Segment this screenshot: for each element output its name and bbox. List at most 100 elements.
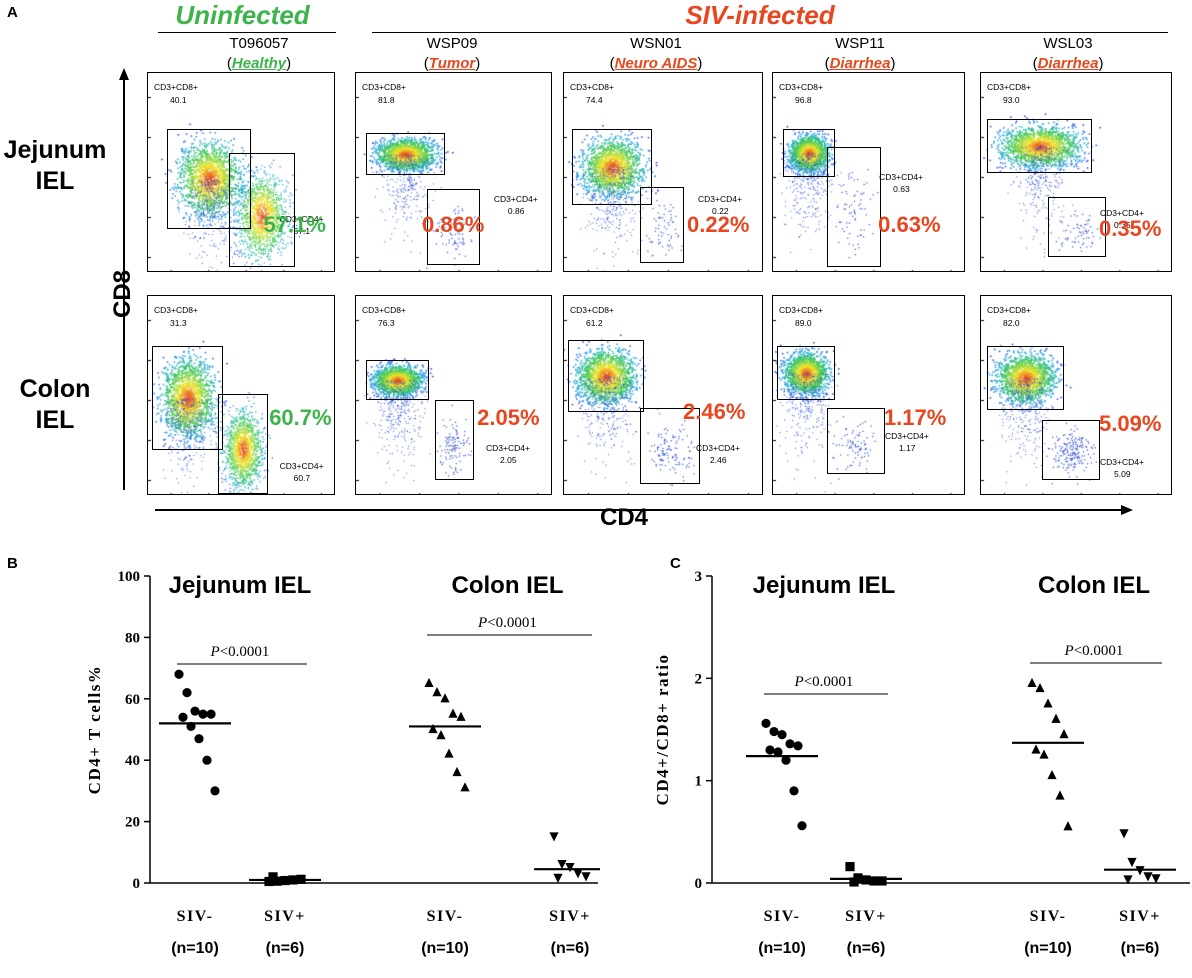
- data-point-circle: [789, 786, 799, 796]
- x-category-label: SIV+: [549, 908, 591, 925]
- data-point-triangle-up: [436, 730, 446, 740]
- cd4-axis-arrowhead: [1121, 505, 1133, 515]
- x-category-label: SIV+: [845, 908, 887, 925]
- panel-letter-a: A: [7, 4, 18, 21]
- data-point-triangle-up: [1035, 682, 1045, 693]
- cd8-gate-value: 40.1: [170, 95, 187, 105]
- data-point-square: [264, 876, 274, 887]
- pvalue-symbol: P: [794, 674, 804, 690]
- cd8-gate: [166, 129, 252, 229]
- cd4-gate-label: CD3+CD4+: [879, 172, 924, 182]
- column-header-4: WSL03 (Diarrhea): [983, 34, 1153, 74]
- flow-density-canvas: [773, 73, 964, 271]
- cd8-axis-arrowhead: [119, 68, 129, 80]
- cd8-gate: [568, 340, 644, 412]
- cd8-gate-label: CD3+CD8+: [154, 82, 198, 92]
- cd4-percent-highlight: 0.35%: [1099, 216, 1162, 241]
- cd4-percent-highlight: 5.09%: [1099, 411, 1162, 436]
- data-point-triangle-down: [573, 869, 583, 879]
- column-header-3: WSP11 (Diarrhea): [775, 34, 945, 74]
- condition-label: Healthy: [231, 55, 287, 72]
- infected-divider: [372, 32, 1168, 33]
- data-point-triangle-down: [581, 872, 591, 882]
- cd8-gate: [151, 346, 224, 450]
- cd4-gate-value: 60.7: [293, 473, 311, 483]
- flow-plot-r0-c1: CD3+CD8+ 81.8 CD3+CD4+ 0.86: [355, 72, 552, 272]
- group-title: Colon IEL: [452, 572, 564, 599]
- group-infected-heading: SIV-infected: [685, 0, 835, 30]
- cd4-gate-label: CD3+CD4+: [696, 443, 740, 453]
- flow-plot-r0-c0: CD3+CD8+ 40.1 CD3+CD4+ 57.1: [147, 72, 335, 272]
- cd8-gate-label: CD3+CD8+: [362, 305, 406, 315]
- cd8-gate-value: 93.0: [1003, 95, 1020, 105]
- data-point-triangle-down: [1143, 872, 1153, 882]
- cd8-gate-label: CD3+CD8+: [570, 305, 614, 315]
- data-point-circle: [178, 712, 188, 722]
- pvalue-number: <0.0001: [220, 644, 270, 660]
- data-point-triangle-up: [444, 748, 454, 758]
- flow-plot-r1-c3: CD3+CD8+ 89.0 CD3+CD4+ 1.17: [772, 295, 965, 495]
- flow-density-canvas: [773, 296, 964, 494]
- pvalue-label: P<0.0001: [1064, 643, 1124, 659]
- data-point-circle: [198, 709, 208, 719]
- flow-density-canvas: [148, 73, 334, 271]
- uninfected-divider: [158, 32, 336, 33]
- animal-id-4: WSL03: [1043, 35, 1093, 52]
- data-point-triangle-up: [456, 711, 466, 721]
- cd4-gate: [827, 408, 885, 474]
- cd8-gate-label: CD3+CD8+: [570, 82, 614, 92]
- cd4-gate: [640, 408, 700, 484]
- cd8-gate-value: 89.0: [795, 318, 812, 328]
- data-point-triangle-up: [448, 708, 458, 718]
- animal-condition-1: (Tumor): [423, 55, 481, 72]
- cd4-gate-label: CD3+CD4+: [1100, 457, 1144, 467]
- flow-plot-r0-c2: CD3+CD8+ 74.4 CD3+CD4+ 0.22: [563, 72, 763, 272]
- data-point-triangle-down: [1127, 857, 1137, 868]
- cd4-gate-label: CD3+CD4+: [884, 431, 929, 441]
- y-tick-label: 80: [125, 630, 140, 646]
- data-point-triangle-down: [557, 859, 567, 870]
- data-point-circle: [773, 747, 783, 757]
- flow-density-canvas: [356, 73, 551, 271]
- cd4-percent-highlight: 0.63%: [878, 212, 941, 237]
- pvalue-label: P<0.0001: [477, 615, 537, 631]
- animal-condition-4: (Diarrhea): [1032, 55, 1104, 72]
- data-point-square: [296, 874, 306, 884]
- data-point-triangle-down: [549, 832, 559, 842]
- data-point-triangle-down: [565, 863, 575, 873]
- cd8-gate-label: CD3+CD8+: [779, 305, 823, 315]
- n-label: (n=10): [171, 940, 219, 957]
- data-point-square: [845, 862, 855, 872]
- data-point-triangle-down: [1151, 874, 1161, 884]
- data-point-circle: [174, 669, 184, 679]
- data-point-circle: [190, 706, 200, 716]
- y-tick-label: 60: [125, 692, 140, 708]
- pvalue-number: <0.0001: [804, 674, 854, 690]
- condition-label: Diarrhea: [829, 55, 891, 72]
- cd8-gate-value: 76.3: [378, 318, 395, 328]
- cd8-gate-value: 74.4: [586, 95, 603, 105]
- panel-letter-c: C: [670, 555, 681, 572]
- x-category-label: SIV+: [1119, 908, 1161, 925]
- data-point-circle: [785, 739, 795, 749]
- cd4-gate-label: CD3+CD4+: [279, 461, 324, 471]
- column-header-1: WSP09 (Tumor): [367, 34, 537, 74]
- cd8-gate: [782, 129, 835, 177]
- n-label: (n=6): [847, 940, 886, 957]
- cd4-axis-label: CD4: [600, 504, 649, 531]
- y-tick-label: 3: [695, 569, 703, 585]
- cd4-gate-value: 0.35: [1114, 220, 1131, 230]
- flow-plot-r0-c3: CD3+CD8+ 96.8 CD3+CD4+ 0.63: [772, 72, 965, 272]
- cd8-gate: [776, 346, 835, 400]
- cd8-gate-label: CD3+CD8+: [362, 82, 406, 92]
- cd4-gate-value: 0.22: [712, 206, 729, 216]
- cd8-gate-value: 31.3: [170, 318, 187, 328]
- data-point-square: [280, 875, 290, 886]
- cd8-gate: [572, 129, 652, 205]
- pvalue-symbol: P: [210, 644, 220, 660]
- n-label: (n=10): [1024, 940, 1072, 957]
- y-tick-label: 0: [695, 876, 703, 892]
- flow-density-canvas: [148, 296, 334, 494]
- data-point-triangle-up: [432, 687, 442, 697]
